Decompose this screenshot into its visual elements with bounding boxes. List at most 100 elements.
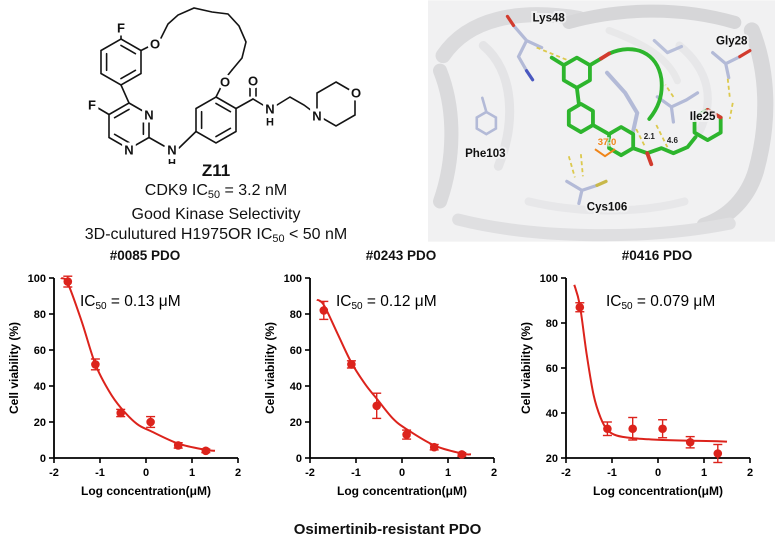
y-tick-label: 80 — [34, 309, 46, 321]
x-tick-label: 1 — [701, 467, 707, 479]
y-tick-label: 20 — [290, 417, 302, 429]
data-point — [319, 306, 329, 315]
y-tick-label: 100 — [284, 273, 302, 285]
atom-label-n: N — [144, 108, 153, 123]
figure-caption: Osimertinib-resistant PDO — [293, 521, 482, 538]
compound-info: Z11 CDK9 IC50 = 3.2 nM Good Kinase Selec… — [6, 160, 426, 249]
y-tick-label: 40 — [546, 408, 558, 420]
chart-title: #0243 PDO — [365, 248, 437, 263]
atom-label-f: F — [117, 21, 125, 36]
fit-curve — [316, 298, 472, 456]
dose-response-plot-0243: 0 20 40 60 80 100 -2 -1 0 1 2 Log concentration(μM)… — [263, 273, 497, 498]
y-tick-label: 80 — [546, 318, 558, 330]
data-point — [173, 441, 183, 450]
chart-title: #0416 PDO — [621, 248, 693, 263]
data-point — [713, 449, 723, 458]
x-axis-title: Log concentration(μM) — [81, 484, 211, 498]
x-tick-label: -2 — [561, 467, 571, 479]
x-tick-label: -1 — [95, 467, 105, 479]
x-tick-label: 2 — [491, 467, 497, 479]
atom-label-n: N — [265, 102, 274, 117]
cdk9-ic50-pre: CDK9 IC — [144, 182, 208, 199]
y-tick-label: 100 — [28, 273, 46, 285]
kinase-selectivity-line: Good Kinase Selectivity — [131, 206, 301, 224]
data-point — [372, 401, 381, 411]
y-tick-label: 100 — [540, 273, 558, 285]
data-point — [91, 360, 100, 369]
atom-label-n: N — [312, 109, 321, 124]
data-point — [201, 446, 211, 456]
data-point — [658, 424, 667, 434]
data-point — [116, 408, 125, 418]
ic50-annotation: IC50 = 0.13 μM — [80, 293, 181, 312]
h1975or-pre: 3D-culutured H1975OR IC — [84, 226, 273, 244]
ligand-heteroatom-tips — [599, 51, 723, 167]
x-tick-label: 0 — [399, 467, 405, 479]
ligand-sticks — [549, 47, 723, 158]
y-tick-label: 80 — [290, 309, 302, 321]
data-point — [146, 417, 155, 427]
data-point — [63, 277, 73, 286]
x-axis-title: Log concentration(μM) — [337, 484, 467, 498]
measurement-label: 4.6 — [667, 136, 679, 145]
atom-label-h: H — [266, 117, 274, 129]
x-tick-label: 0 — [655, 467, 661, 479]
y-tick-label: 20 — [34, 417, 46, 429]
residue-label-gly28: Gly28 — [716, 36, 748, 48]
x-tick-label: -2 — [49, 467, 59, 479]
h1975or-post: < 50 nM — [284, 226, 348, 244]
docking-background — [428, 0, 775, 242]
measurement-label: 37.0 — [598, 137, 617, 148]
y-axis-title: Cell viability (%) — [263, 322, 277, 414]
atom-label-n: N — [167, 143, 176, 158]
y-axis-title: Cell viability (%) — [7, 322, 21, 414]
residue-sticks — [475, 23, 742, 206]
ic50-annotation: IC50 = 0.12 μM — [336, 293, 437, 312]
x-axis-title: Log concentration(μM) — [593, 484, 723, 498]
protein-ribbons — [433, 4, 774, 242]
atom-label-h: H — [168, 158, 176, 165]
residue-label-phe103: Phe103 — [465, 148, 505, 160]
cdk9-ic50-line: CDK9 IC50 = 3.2 nM — [6, 181, 426, 205]
x-tick-label: 1 — [189, 467, 195, 479]
atom-label-o: O — [220, 75, 230, 90]
y-tick-label: 0 — [40, 453, 46, 465]
x-tick-label: 2 — [747, 467, 753, 479]
residue-label-lys48: Lys48 — [533, 12, 566, 24]
measurement-label: 2.1 — [644, 132, 656, 141]
y-tick-label: 20 — [546, 453, 558, 465]
y-axis-title: Cell viability (%) — [519, 322, 533, 414]
protein-ligand-docking-view: Lys48 Gly28 Ile25 Phe103 Cys106 37.0 2.1 4.6 — [428, 0, 775, 242]
data-point — [603, 424, 612, 434]
chart-title: #0085 PDO — [109, 248, 181, 263]
docking-panel: Lys48 Gly28 Ile25 Phe103 Cys106 37.0 2.1 4.6 — [428, 0, 775, 242]
x-tick-label: -1 — [607, 467, 617, 479]
cdk9-ic50-post: = 3.2 nM — [220, 182, 288, 199]
residue-heteroatom-tips — [505, 14, 752, 187]
data-point — [402, 430, 411, 439]
h1975or-ic50-line: 3D-culutured H1975OR IC50 < 50 nM — [6, 225, 426, 249]
data-point — [685, 437, 695, 447]
hbond-dashes — [536, 46, 734, 178]
dose-response-plot-0085: 0 20 40 60 80 100 -2 -1 0 1 2 Log concentration(μM)… — [7, 273, 241, 498]
y-tick-label: 60 — [34, 345, 46, 357]
fit-curve — [60, 277, 216, 452]
chart-0243-pdo: #0243 PDO 0 20 40 60 80 100 -2 -1 0 1 2 Log concent… — [260, 248, 512, 506]
h1975or-sub: 50 — [272, 233, 285, 246]
atom-label-o: O — [150, 37, 160, 52]
chart-0416-pdo: #0416 PDO 20 40 60 80 100 -2 -1 0 1 2 Log concentr… — [516, 248, 768, 506]
data-point — [628, 424, 637, 434]
dose-response-plot-0416: 20 40 60 80 100 -2 -1 0 1 2 Log concentration(μM) C… — [519, 273, 753, 498]
y-tick-label: 40 — [290, 381, 302, 393]
ic50-annotation: IC50 = 0.079 μM — [606, 293, 715, 312]
angle-marker-icon — [594, 148, 616, 158]
chart-0085-pdo: #0085 PDO 0 20 40 60 80 100 -2 -1 0 1 2 Log concent… — [4, 248, 256, 506]
compound-name: Z11 — [201, 161, 231, 180]
x-tick-label: 2 — [235, 467, 241, 479]
bond-lines — [97, 7, 356, 150]
atom-label-o: O — [351, 86, 361, 101]
